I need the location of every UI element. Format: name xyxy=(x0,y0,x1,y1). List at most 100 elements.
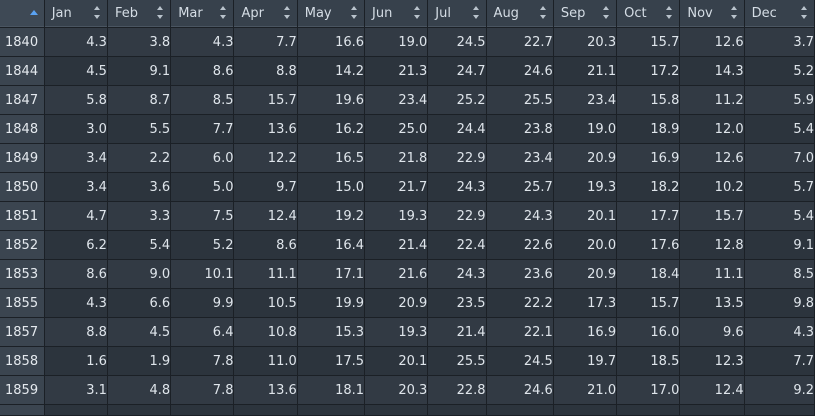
table-cell: 20.1 xyxy=(553,201,618,231)
column-header-label: Apr xyxy=(241,6,264,21)
column-header-nov[interactable]: Nov xyxy=(679,0,745,28)
sort-updown-icon[interactable] xyxy=(351,6,358,19)
table-cell: 3.7 xyxy=(744,27,815,57)
table-cell: 5.0 xyxy=(170,172,235,202)
table-cell: 10.2 xyxy=(679,172,745,202)
table-cell: 15.3 xyxy=(297,317,366,347)
table-cell: 5.7 xyxy=(744,172,815,202)
table-cell: 21.4 xyxy=(364,230,429,260)
table-cell: 7.7 xyxy=(233,27,298,57)
table-cell: 10.8 xyxy=(233,317,298,347)
table-cell: 24.6 xyxy=(486,375,554,405)
column-header-oct[interactable]: Oct xyxy=(616,0,681,28)
column-header-feb[interactable]: Feb xyxy=(107,0,172,28)
table-cell: 20.9 xyxy=(553,259,618,289)
column-header-mar[interactable]: Mar xyxy=(170,0,235,28)
table-cell: 9.8 xyxy=(744,288,815,318)
table-cell: 7.7 xyxy=(744,346,815,376)
table-cell: 21.4 xyxy=(427,317,487,347)
table-cell: 24.3 xyxy=(427,259,487,289)
row-year-label: 1847 xyxy=(0,85,45,115)
column-header-label: Jan xyxy=(51,6,72,21)
column-header-may[interactable]: May xyxy=(297,0,366,28)
table-cell: 8.6 xyxy=(170,56,235,86)
table-cell: 4.7 xyxy=(44,201,108,231)
table-cell xyxy=(553,404,618,416)
row-year-label: 1848 xyxy=(0,114,45,144)
table-cell: 11.1 xyxy=(233,259,298,289)
column-header-jun[interactable]: Jun xyxy=(364,0,429,28)
sort-updown-icon[interactable] xyxy=(220,6,227,19)
table-cell: 2.2 xyxy=(107,143,172,173)
column-header-label: May xyxy=(304,6,332,21)
table-cell: 16.2 xyxy=(297,114,366,144)
table-cell: 5.8 xyxy=(44,85,108,115)
table-cell: 4.3 xyxy=(744,317,815,347)
table-cell: 17.1 xyxy=(297,259,366,289)
table-cell: 15.8 xyxy=(616,85,681,115)
table-cell: 6.0 xyxy=(170,143,235,173)
table-cell: 24.7 xyxy=(427,56,487,86)
sort-updown-icon[interactable] xyxy=(93,6,101,19)
table-cell xyxy=(486,404,554,416)
table-cell: 3.4 xyxy=(44,172,108,202)
table-cell: 7.8 xyxy=(170,346,235,376)
table-cell xyxy=(744,404,815,416)
table-cell: 4.3 xyxy=(170,27,235,57)
table-cell: 21.1 xyxy=(553,56,618,86)
row-year-label: 1850 xyxy=(0,172,45,202)
column-header-label: Jul xyxy=(435,6,451,21)
table-cell: 23.4 xyxy=(364,85,429,115)
table-cell: 8.5 xyxy=(170,85,235,115)
table-cell: 24.5 xyxy=(427,27,487,57)
table-cell: 6.2 xyxy=(44,230,108,260)
table-cell: 11.2 xyxy=(679,85,745,115)
table-cell: 19.0 xyxy=(364,27,429,57)
table-cell: 19.2 xyxy=(297,201,366,231)
row-year-label: 1852 xyxy=(0,230,45,260)
table-row: 1853 8.6 9.0 10.1 11.1 17.1 21.6 24.3 23.6 20.9 18… xyxy=(0,259,815,289)
sort-updown-icon[interactable] xyxy=(666,6,673,19)
column-header-jan[interactable]: Jan xyxy=(44,0,108,28)
sort-updown-icon[interactable] xyxy=(472,6,480,19)
column-header-dec[interactable]: Dec xyxy=(744,0,815,28)
table-cell: 24.3 xyxy=(486,201,554,231)
table-cell: 3.1 xyxy=(44,375,108,405)
table-cell: 21.0 xyxy=(553,375,618,405)
table-cell: 18.2 xyxy=(616,172,681,202)
column-header-aug[interactable]: Aug xyxy=(486,0,554,28)
column-header-label: Mar xyxy=(178,6,203,21)
table-cell: 6.6 xyxy=(107,288,172,318)
sort-updown-icon[interactable] xyxy=(801,6,808,19)
table-cell: 5.4 xyxy=(744,201,815,231)
table-row: 1858 1.6 1.9 7.8 11.0 17.5 20.1 25.5 24.5 19.7 18.… xyxy=(0,346,815,376)
table-cell: 9.1 xyxy=(744,230,815,260)
sort-updown-icon[interactable] xyxy=(539,6,547,19)
sort-updown-icon[interactable] xyxy=(603,6,610,19)
sort-updown-icon[interactable] xyxy=(730,6,738,19)
table-cell: 17.5 xyxy=(297,346,366,376)
column-header-sep[interactable]: Sep xyxy=(553,0,618,28)
column-header-jul[interactable]: Jul xyxy=(427,0,487,28)
column-header-label: Dec xyxy=(751,6,777,21)
table-cell: 25.5 xyxy=(486,85,554,115)
row-index-header[interactable] xyxy=(0,0,45,28)
sort-updown-icon[interactable] xyxy=(157,6,164,19)
sort-updown-icon[interactable] xyxy=(283,6,291,19)
table-cell: 9.1 xyxy=(107,56,172,86)
table-cell xyxy=(364,404,429,416)
column-header-apr[interactable]: Apr xyxy=(233,0,298,28)
table-cell: 22.9 xyxy=(427,143,487,173)
row-year-label: 1859 xyxy=(0,375,45,405)
table-cell: 13.6 xyxy=(233,375,298,405)
table-cell: 17.2 xyxy=(616,56,681,86)
table-cell: 9.2 xyxy=(744,375,815,405)
table-cell: 9.9 xyxy=(170,288,235,318)
table-row: 1852 6.2 5.4 5.2 8.6 16.4 21.4 22.4 22.6 20.0 17.6… xyxy=(0,230,815,260)
table-cell: 12.4 xyxy=(233,201,298,231)
sort-updown-icon[interactable] xyxy=(414,6,421,19)
table-cell xyxy=(107,404,172,416)
table-cell: 22.9 xyxy=(427,201,487,231)
table-cell: 25.5 xyxy=(427,346,487,376)
table-cell: 25.2 xyxy=(427,85,487,115)
